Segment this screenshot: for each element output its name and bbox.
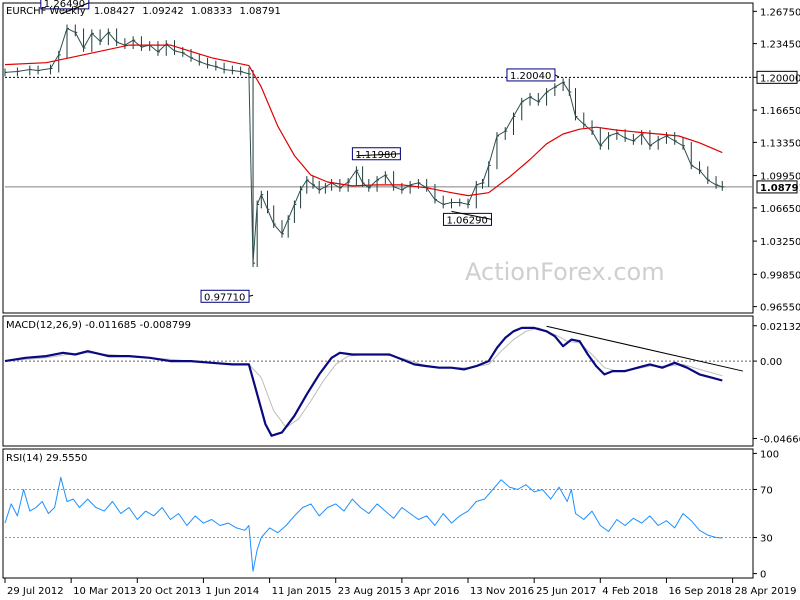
price-y-label: 0.99850 — [760, 270, 800, 281]
price-y-label: 1.16650 — [760, 106, 800, 117]
price-annotation-leader — [554, 74, 560, 78]
y-axis-labels: 1.26750 1.23450 1.20000 1.16650 1.13350 1.099… — [753, 7, 800, 581]
ohlc-high: 1.09242 — [142, 6, 183, 17]
x-axis-labels: 29 Jul 2012 10 Mar 2013 20 Oct 2013 1 Jun 2… — [4, 578, 797, 597]
price-panel-title: EURCHF Weekly 1.08427 1.09242 1.08333 1.… — [6, 6, 281, 17]
price-annotation-label: 0.97710 — [204, 292, 245, 303]
price-series-group — [4, 24, 725, 268]
macd-series-group — [4, 325, 744, 437]
last-price-label: 1.08791 — [760, 183, 800, 194]
rsi-y-label: 30 — [760, 534, 773, 545]
rsi-series-group — [4, 476, 723, 572]
rsi-y-label: 0 — [760, 570, 766, 581]
x-label: 16 Sep 2018 — [668, 586, 731, 597]
price-level-box — [756, 70, 798, 84]
x-label: 13 Nov 2016 — [470, 586, 534, 597]
price-annotation-label: 1.20040 — [510, 71, 551, 82]
x-label: 29 Jul 2012 — [7, 586, 64, 597]
moving-average-line — [4, 44, 723, 197]
x-label: 4 Feb 2018 — [602, 586, 658, 597]
last-price-box — [756, 180, 798, 194]
price-line — [4, 27, 723, 264]
rsi-panel-frame — [2, 448, 754, 579]
price-y-label: 1.06650 — [760, 204, 800, 215]
x-label: 10 Mar 2013 — [73, 586, 136, 597]
price-y-label: 0.96550 — [760, 303, 800, 314]
rsi-y-label: 70 — [760, 485, 773, 496]
macd-panel-title: MACD(12,26,9) -0.011685 -0.008799 — [6, 320, 191, 331]
price-y-label: 1.26750 — [760, 7, 800, 18]
macd-line — [4, 326, 723, 437]
rsi-line — [4, 476, 723, 572]
reference-lines — [5, 76, 752, 539]
price-title: EURCHF Weekly — [6, 6, 86, 17]
x-label: 25 Jun 2017 — [536, 586, 596, 597]
price-y-label: 1.03250 — [760, 237, 800, 248]
ohlc-open: 1.08427 — [94, 6, 135, 17]
ohlc-low: 1.08333 — [191, 6, 232, 17]
x-label: 28 Apr 2019 — [735, 586, 797, 597]
rsi-panel-title: RSI(14) 29.5550 — [6, 453, 87, 464]
price-annotation-label: 1.06290 — [446, 215, 487, 226]
price-annotation-leader — [451, 210, 492, 220]
x-label: 20 Oct 2013 — [139, 586, 201, 597]
price-y-label: 1.23450 — [760, 40, 800, 51]
watermark: ActionForex.com — [465, 258, 665, 286]
price-y-label: 1.20000 — [760, 73, 800, 84]
macd-panel-frame — [2, 315, 754, 447]
price-annotation-leader — [356, 153, 401, 157]
price-y-label: 1.09950 — [760, 172, 800, 183]
x-label: 3 Apr 2016 — [404, 586, 459, 597]
macd-y-label: 0.021324 — [760, 322, 800, 333]
price-annotation-leader — [60, 2, 89, 15]
price-annotation-label: 1.26490 — [44, 0, 85, 10]
macd-y-label: -0.046663 — [760, 434, 800, 445]
price-annotation-leader — [248, 294, 254, 297]
x-label: 11 Jan 2015 — [272, 586, 332, 597]
x-label: 1 Jun 2014 — [205, 586, 259, 597]
macd-trendline — [546, 325, 744, 372]
ohlc-close: 1.08791 — [239, 6, 280, 17]
macd-y-label: 0.00 — [760, 357, 782, 368]
rsi-y-label: 100 — [760, 449, 779, 460]
x-label: 23 Aug 2015 — [338, 586, 402, 597]
price-y-label: 1.13350 — [760, 138, 800, 149]
